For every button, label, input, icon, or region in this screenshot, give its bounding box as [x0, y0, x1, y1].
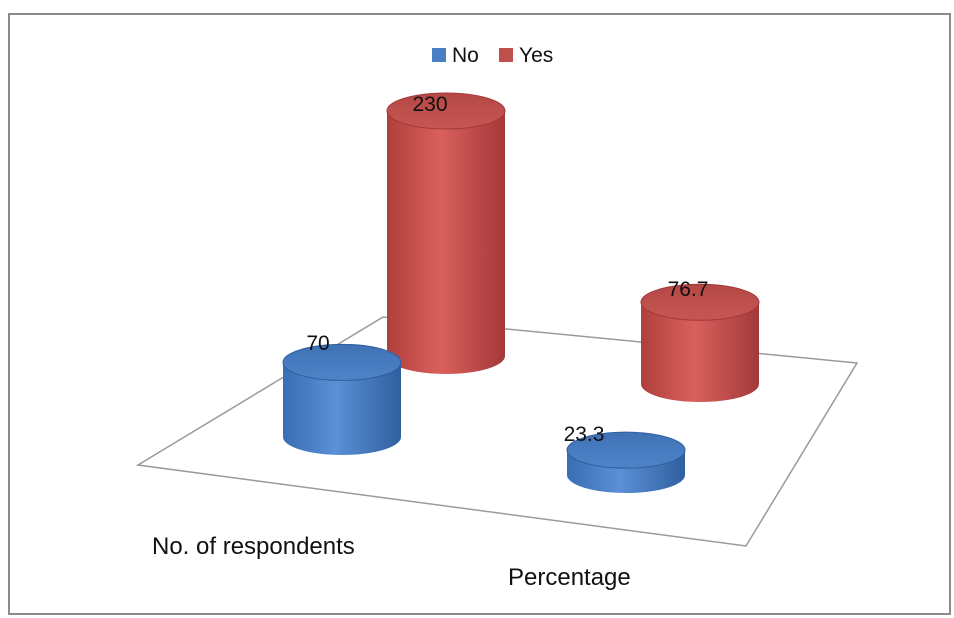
category-label-percentage: Percentage: [508, 564, 631, 591]
data-labels: 230 76.7 70 23.3: [306, 93, 708, 446]
legend-swatch-no: [432, 48, 446, 62]
chart-border: [8, 13, 951, 615]
legend-label-no: No: [452, 44, 479, 67]
bar-body-yes-respondents: [387, 111, 505, 374]
bar-no-respondents: [282, 343, 402, 455]
data-label-no-respondents: 70: [306, 332, 329, 355]
bar-yes-percentage: [640, 283, 760, 402]
bar-top-no-percentage: [566, 431, 686, 469]
data-label-yes-percentage: 76.7: [668, 278, 709, 301]
bar-body-yes-percentage: [641, 302, 759, 402]
bar-no-percentage: [566, 431, 686, 493]
bars: [282, 92, 760, 493]
bar-top-yes-respondents: [386, 92, 506, 130]
data-label-yes-respondents: 230: [412, 93, 447, 116]
data-label-no-percentage: 23.3: [564, 423, 605, 446]
bar-yes-respondents: [386, 92, 506, 374]
legend-swatch-yes: [499, 48, 513, 62]
legend-label-yes: Yes: [519, 44, 553, 67]
bar-top-no-respondents: [282, 343, 402, 381]
legend: No Yes: [432, 44, 553, 67]
bar-top-yes-percentage: [640, 283, 760, 321]
bar-body-no-respondents: [283, 362, 401, 455]
category-label-respondents: No. of respondents: [152, 533, 355, 560]
